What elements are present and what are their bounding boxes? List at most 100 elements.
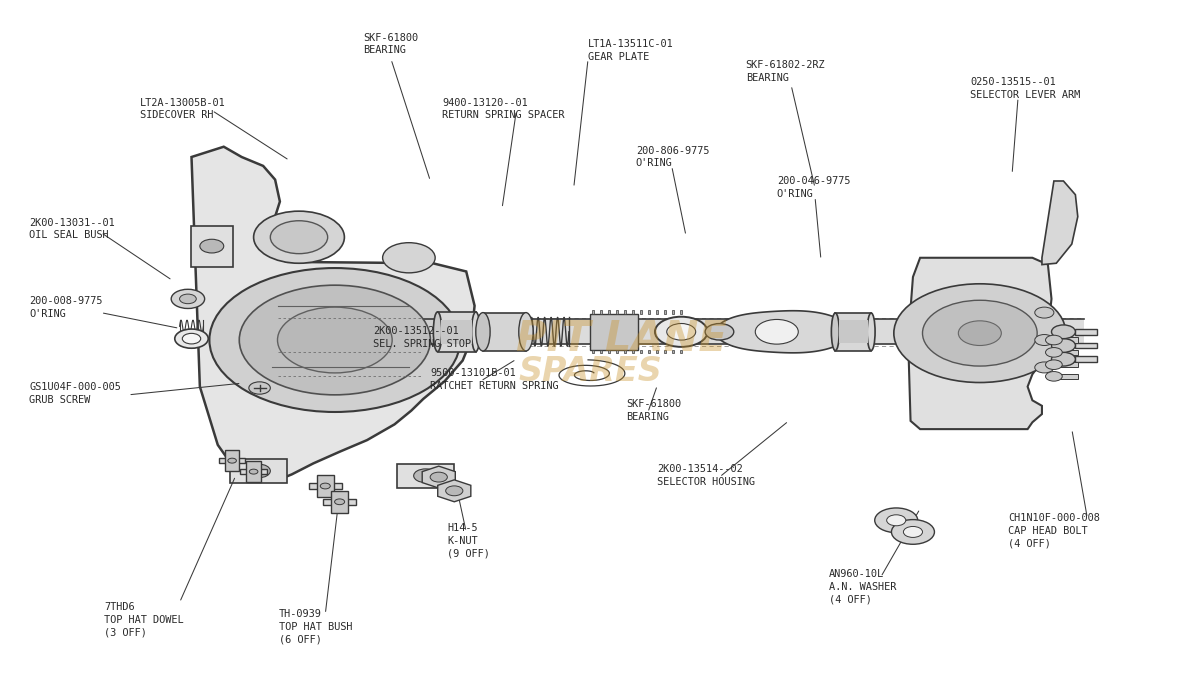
Circle shape xyxy=(923,301,1037,366)
Ellipse shape xyxy=(832,313,839,350)
Circle shape xyxy=(180,294,197,303)
Bar xyxy=(1051,337,1078,343)
Circle shape xyxy=(182,333,200,344)
Text: 200-008-9775
O'RING: 200-008-9775 O'RING xyxy=(29,296,102,319)
Circle shape xyxy=(270,220,328,254)
Circle shape xyxy=(445,486,463,495)
Text: LT2A-13005B-01
SIDECOVER RH: LT2A-13005B-01 SIDECOVER RH xyxy=(140,97,226,120)
Bar xyxy=(224,451,239,471)
Text: SPARES: SPARES xyxy=(518,355,662,388)
Circle shape xyxy=(894,284,1066,383)
Bar xyxy=(608,310,611,314)
Ellipse shape xyxy=(472,312,480,352)
Bar xyxy=(1075,329,1097,334)
Bar xyxy=(641,310,642,314)
Bar xyxy=(664,310,666,314)
Circle shape xyxy=(172,290,205,308)
Circle shape xyxy=(887,515,906,526)
Bar xyxy=(1075,343,1097,348)
Circle shape xyxy=(253,211,344,263)
Polygon shape xyxy=(1042,181,1078,265)
Circle shape xyxy=(320,483,330,489)
Bar xyxy=(593,310,594,314)
Bar xyxy=(608,350,611,353)
Circle shape xyxy=(904,527,923,538)
Text: 200-046-9775
O'RING: 200-046-9775 O'RING xyxy=(776,176,851,199)
Bar xyxy=(648,310,650,314)
Bar xyxy=(648,350,650,353)
Text: AN960-10L
A.N. WASHER
(4 OFF): AN960-10L A.N. WASHER (4 OFF) xyxy=(829,569,896,605)
Circle shape xyxy=(1051,352,1075,366)
Circle shape xyxy=(175,329,209,348)
Bar xyxy=(656,350,658,353)
Bar xyxy=(624,310,626,314)
Bar xyxy=(672,310,674,314)
Polygon shape xyxy=(438,480,470,502)
Circle shape xyxy=(1045,372,1062,381)
Circle shape xyxy=(335,499,344,504)
Bar xyxy=(617,350,618,353)
Bar xyxy=(632,350,635,353)
Bar xyxy=(331,491,348,513)
Text: LT1A-13511C-01
GEAR PLATE: LT1A-13511C-01 GEAR PLATE xyxy=(588,39,674,62)
Text: TH-0939
TOP HAT BUSH
(6 OFF): TH-0939 TOP HAT BUSH (6 OFF) xyxy=(278,609,353,644)
Bar xyxy=(680,310,682,314)
Bar xyxy=(1075,357,1097,362)
Circle shape xyxy=(239,285,431,395)
Circle shape xyxy=(383,243,436,273)
Circle shape xyxy=(1045,335,1062,345)
Text: 2K00-13031--01
OIL SEAL BUSH: 2K00-13031--01 OIL SEAL BUSH xyxy=(29,218,115,240)
Bar xyxy=(593,350,594,353)
Bar xyxy=(1051,374,1078,379)
Ellipse shape xyxy=(868,313,875,350)
Circle shape xyxy=(667,323,696,340)
Bar xyxy=(617,310,618,314)
Bar xyxy=(397,464,455,488)
Circle shape xyxy=(200,239,223,253)
Bar xyxy=(590,314,638,350)
Bar xyxy=(438,312,475,352)
Text: CH1N10F-000-008
CAP HEAD BOLT
(4 OFF): CH1N10F-000-008 CAP HEAD BOLT (4 OFF) xyxy=(1008,513,1100,549)
Text: H14-5
K-NUT
(9 OFF): H14-5 K-NUT (9 OFF) xyxy=(448,523,490,558)
Circle shape xyxy=(959,321,1001,346)
Bar xyxy=(632,310,635,314)
Ellipse shape xyxy=(518,312,533,351)
Bar xyxy=(246,462,260,482)
Bar xyxy=(839,321,868,343)
Polygon shape xyxy=(422,466,455,488)
Circle shape xyxy=(414,469,438,482)
Circle shape xyxy=(1051,325,1075,339)
Text: 0250-13515--01
SELECTOR LEVER ARM: 0250-13515--01 SELECTOR LEVER ARM xyxy=(971,77,1080,100)
Text: SKF-61802-2RZ
BEARING: SKF-61802-2RZ BEARING xyxy=(745,60,826,83)
Circle shape xyxy=(1045,360,1062,370)
Bar xyxy=(1051,362,1078,368)
Bar xyxy=(664,350,666,353)
Bar xyxy=(624,350,626,353)
Text: 200-806-9775
O'RING: 200-806-9775 O'RING xyxy=(636,146,709,169)
Polygon shape xyxy=(716,311,850,353)
Circle shape xyxy=(1034,362,1054,373)
Bar xyxy=(218,458,245,464)
Circle shape xyxy=(706,323,733,340)
Bar xyxy=(409,319,1084,344)
Circle shape xyxy=(248,382,270,394)
Bar xyxy=(600,310,602,314)
Bar xyxy=(600,350,602,353)
Circle shape xyxy=(655,316,708,347)
Bar xyxy=(240,469,266,474)
Text: 2K00-13514--02
SELECTOR HOUSING: 2K00-13514--02 SELECTOR HOUSING xyxy=(658,464,755,487)
Circle shape xyxy=(892,520,935,545)
Bar xyxy=(641,350,642,353)
Circle shape xyxy=(277,307,392,373)
Bar xyxy=(442,320,472,343)
Text: GS1U04F-000-005
GRUB SCREW: GS1U04F-000-005 GRUB SCREW xyxy=(29,382,121,405)
Circle shape xyxy=(1045,348,1062,357)
Circle shape xyxy=(1051,339,1075,352)
Circle shape xyxy=(210,268,461,412)
Polygon shape xyxy=(192,146,474,481)
Bar xyxy=(656,310,658,314)
Bar xyxy=(317,475,334,497)
Text: SKF-61800
BEARING: SKF-61800 BEARING xyxy=(626,399,682,422)
Text: 9500-13101B-01
RATCHET RETURN SPRING: 9500-13101B-01 RATCHET RETURN SPRING xyxy=(431,368,559,391)
Bar xyxy=(482,312,526,351)
